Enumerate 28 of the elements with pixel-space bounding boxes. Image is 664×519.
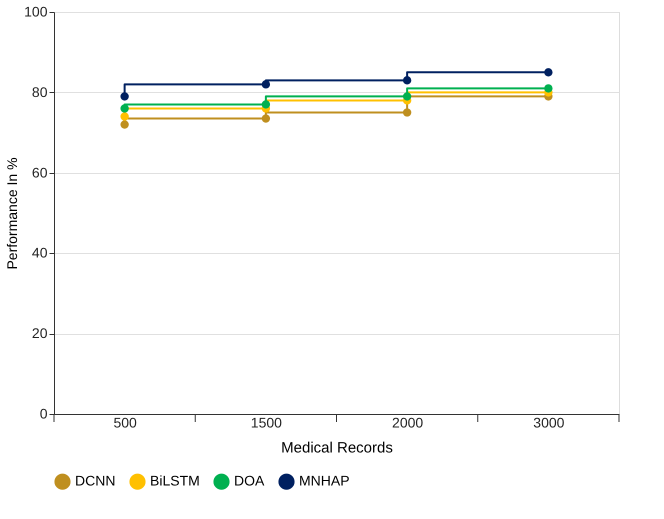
point xyxy=(544,68,553,76)
legend-label: MNHAP xyxy=(299,472,350,489)
x-tick-label: 500 xyxy=(113,414,138,430)
y-tick-label: 100 xyxy=(24,4,48,20)
x-axis-title: Medical Records xyxy=(281,440,393,456)
point xyxy=(120,92,129,101)
y-tick-label: 80 xyxy=(32,84,48,100)
point xyxy=(120,120,129,129)
point xyxy=(262,114,270,123)
point xyxy=(402,92,412,101)
point xyxy=(402,108,412,117)
legend-label: DCNN xyxy=(75,472,116,489)
point xyxy=(262,100,270,109)
x-tick-label: 1500 xyxy=(250,414,282,430)
y-tick-label: 0 xyxy=(40,406,48,422)
point xyxy=(544,84,553,93)
point xyxy=(120,112,129,121)
y-axis-title: Performance In % xyxy=(4,157,20,270)
point xyxy=(120,104,129,113)
x-tick-label: 2000 xyxy=(392,414,424,430)
point xyxy=(262,80,270,89)
x-tick-label: 3000 xyxy=(533,414,565,430)
legend-label: DOA xyxy=(234,472,265,489)
point xyxy=(402,76,412,85)
y-tick-label: 60 xyxy=(32,164,48,180)
legend-label: BiLSTM xyxy=(150,472,200,489)
y-tick-label: 20 xyxy=(32,325,48,342)
y-tick-label: 40 xyxy=(32,244,48,261)
